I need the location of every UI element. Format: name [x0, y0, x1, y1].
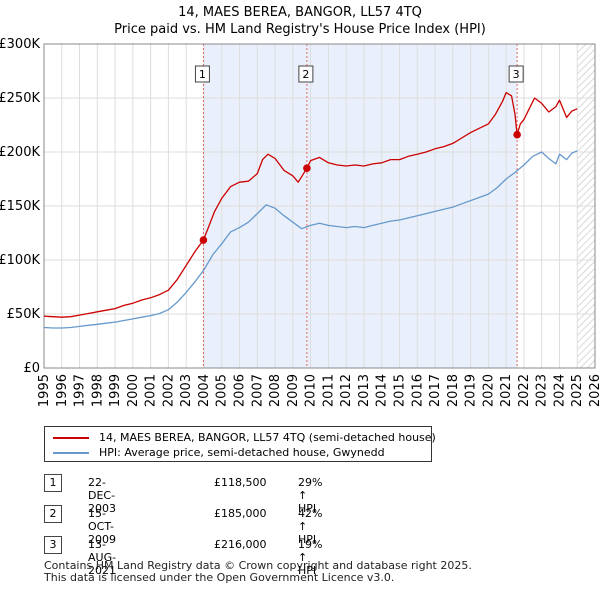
- price-chart: 14, MAES BEREA, BANGOR, LL57 4TQ Price p…: [0, 5, 600, 407]
- x-tick-label: 2007: [250, 374, 265, 407]
- x-tick-label: 2020: [481, 374, 496, 407]
- transaction-number: 3: [44, 536, 62, 554]
- transaction-number: 2: [44, 505, 62, 523]
- y-tick-label: £0: [23, 361, 40, 376]
- sale-label: 2: [302, 68, 309, 81]
- x-tick-label: 2021: [499, 374, 514, 407]
- transaction-date: 15-OCT-2009: [88, 507, 116, 546]
- transaction-hpi-change: 19% ↑ HPI: [298, 538, 323, 577]
- x-tick-label: 2022: [517, 374, 532, 407]
- sale-label-box: [508, 65, 524, 83]
- sale-point: [199, 236, 208, 244]
- x-tick-label: 2004: [197, 374, 212, 407]
- sale-point: [303, 164, 311, 172]
- transaction-date: 13-AUG-2021: [88, 538, 117, 577]
- hpi-line: [43, 150, 578, 329]
- x-tick-label: 2015: [392, 374, 407, 407]
- x-tick-label: 2001: [144, 374, 159, 407]
- x-tick-label: 2000: [126, 374, 141, 407]
- legend-item-hpi: HPI: Average price, semi-detached house,…: [53, 446, 385, 459]
- transaction-price: £216,000: [214, 538, 267, 551]
- sale-label: 1: [199, 68, 206, 81]
- x-tick-label: 2023: [535, 374, 550, 407]
- legend-item-property: 14, MAES BEREA, BANGOR, LL57 4TQ (semi-d…: [53, 431, 436, 444]
- y-tick-label: £50K: [7, 307, 41, 322]
- x-tick-label: 1998: [90, 374, 105, 407]
- x-tick-label: 2012: [339, 374, 354, 407]
- x-tick-label: 2024: [552, 374, 567, 407]
- x-tick-label: 2018: [446, 374, 461, 407]
- x-tick-label: 2003: [179, 374, 194, 407]
- footer-attribution: Contains HM Land Registry data © Crown c…: [44, 560, 472, 584]
- sale-label: 3: [513, 68, 520, 81]
- legend: 14, MAES BEREA, BANGOR, LL57 4TQ (semi-d…: [44, 426, 436, 462]
- x-tick-label: 2019: [464, 374, 479, 407]
- y-tick-label: £300K: [0, 37, 40, 52]
- plot-frame: [43, 43, 596, 369]
- legend-swatch-property: [53, 437, 89, 439]
- y-tick-label: £150K: [0, 199, 40, 214]
- transaction-hpi-change: 42% ↑ HPI: [298, 507, 323, 546]
- legend-label-property: 14, MAES BEREA, BANGOR, LL57 4TQ (semi-d…: [99, 431, 436, 444]
- sale-label-box: [194, 65, 210, 83]
- x-tick-label: 2006: [233, 374, 248, 407]
- legend-swatch-hpi: [53, 452, 89, 454]
- x-tick-label: 2002: [161, 374, 176, 407]
- x-tick-label: 2009: [286, 374, 301, 407]
- transaction-number: 1: [44, 474, 62, 492]
- transaction-price: £185,000: [214, 507, 267, 520]
- x-tick-label: 2011: [321, 374, 336, 407]
- x-tick-label: 2013: [357, 374, 372, 407]
- chart-title: 14, MAES BEREA, BANGOR, LL57 4TQ: [178, 5, 422, 20]
- x-tick-label: 1999: [108, 374, 123, 407]
- x-tick-label: 1995: [37, 374, 52, 407]
- footer-copyright: Contains HM Land Registry data © Crown c…: [44, 559, 472, 572]
- y-tick-label: £200K: [0, 145, 40, 160]
- x-tick-label: 2017: [428, 374, 443, 407]
- footer-licence: This data is licensed under the Open Gov…: [44, 571, 395, 584]
- x-tick-label: 2025: [570, 374, 585, 407]
- x-tick-label: 2016: [410, 374, 425, 407]
- transaction-date: 22-DEC-2003: [88, 476, 116, 515]
- x-tick-label: 2026: [588, 374, 600, 407]
- x-tick-label: 2008: [268, 374, 283, 407]
- transaction-hpi-change: 29% ↑ HPI: [298, 476, 323, 515]
- x-tick-label: 2010: [304, 374, 319, 407]
- property-price-line: [43, 91, 578, 318]
- x-tick-label: 2014: [375, 374, 390, 407]
- y-tick-label: £100K: [0, 253, 40, 268]
- x-tick-label: 2005: [215, 374, 230, 407]
- x-tick-label: 1996: [55, 374, 70, 407]
- y-tick-label: £250K: [0, 91, 40, 106]
- transaction-price: £118,500: [214, 476, 267, 489]
- chart-subtitle: Price paid vs. HM Land Registry's House …: [114, 22, 486, 37]
- sale-label-box: [298, 65, 314, 83]
- sale-point: [513, 130, 521, 139]
- x-tick-label: 1997: [73, 374, 88, 407]
- legend-label-hpi: HPI: Average price, semi-detached house,…: [99, 446, 385, 459]
